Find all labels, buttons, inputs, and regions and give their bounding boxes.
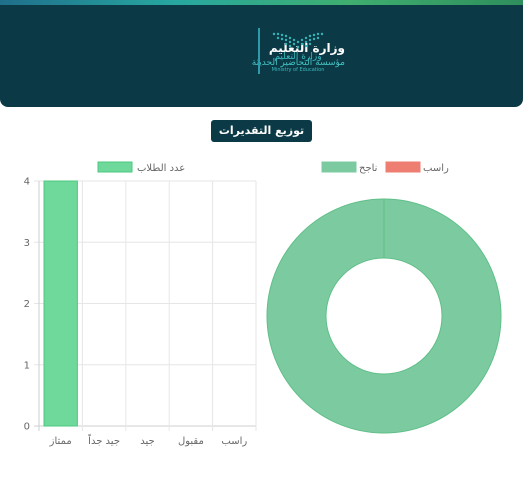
- ministry-logo-icon: [272, 32, 324, 49]
- x-tick-label: جيد جداً: [88, 433, 120, 447]
- bar-0: [43, 180, 78, 427]
- logo-arabic-text: وزارة التعليم: [274, 52, 322, 62]
- y-tick-label: 2: [24, 299, 30, 310]
- x-tick-label: جيد: [140, 436, 154, 447]
- header-divider: [258, 28, 260, 74]
- x-tick-label: مقبول: [178, 436, 204, 447]
- y-tick-label: 4: [24, 177, 30, 188]
- donut-legend-label-0: راسب: [423, 163, 449, 174]
- x-tick-label: راسب: [221, 436, 247, 447]
- brand-text: وزارة التعليم مؤسسة التحاضير الحديثة: [252, 40, 345, 70]
- header-banner: وزارة التعليم مؤسسة التحاضير الحديثة وزا…: [0, 0, 523, 107]
- x-tick-label: ممتاز: [49, 436, 72, 447]
- logo-english-text: Ministry of Education: [271, 67, 325, 73]
- school-name: مؤسسة التحاضير الحديثة: [251, 58, 345, 68]
- bar-legend-swatch: [97, 161, 133, 173]
- y-tick-label: 3: [24, 238, 30, 249]
- donut-legend-label-1: ناجح: [359, 163, 377, 174]
- bar-legend-label: عدد الطلاب: [137, 163, 185, 174]
- ministry-logo: وزارة التعليم Ministry of Education: [268, 28, 330, 76]
- y-tick-label: 1: [24, 360, 30, 371]
- donut-inner-edge: [325, 257, 443, 375]
- donut-legend-swatch-1: [321, 161, 357, 173]
- ministry-name: وزارة التعليم: [268, 41, 345, 55]
- page-title: توزيع التقديرات: [211, 120, 312, 142]
- header-accent-bar: [0, 0, 523, 5]
- donut-legend-swatch-0: [385, 161, 421, 173]
- y-tick-label: 0: [24, 422, 30, 433]
